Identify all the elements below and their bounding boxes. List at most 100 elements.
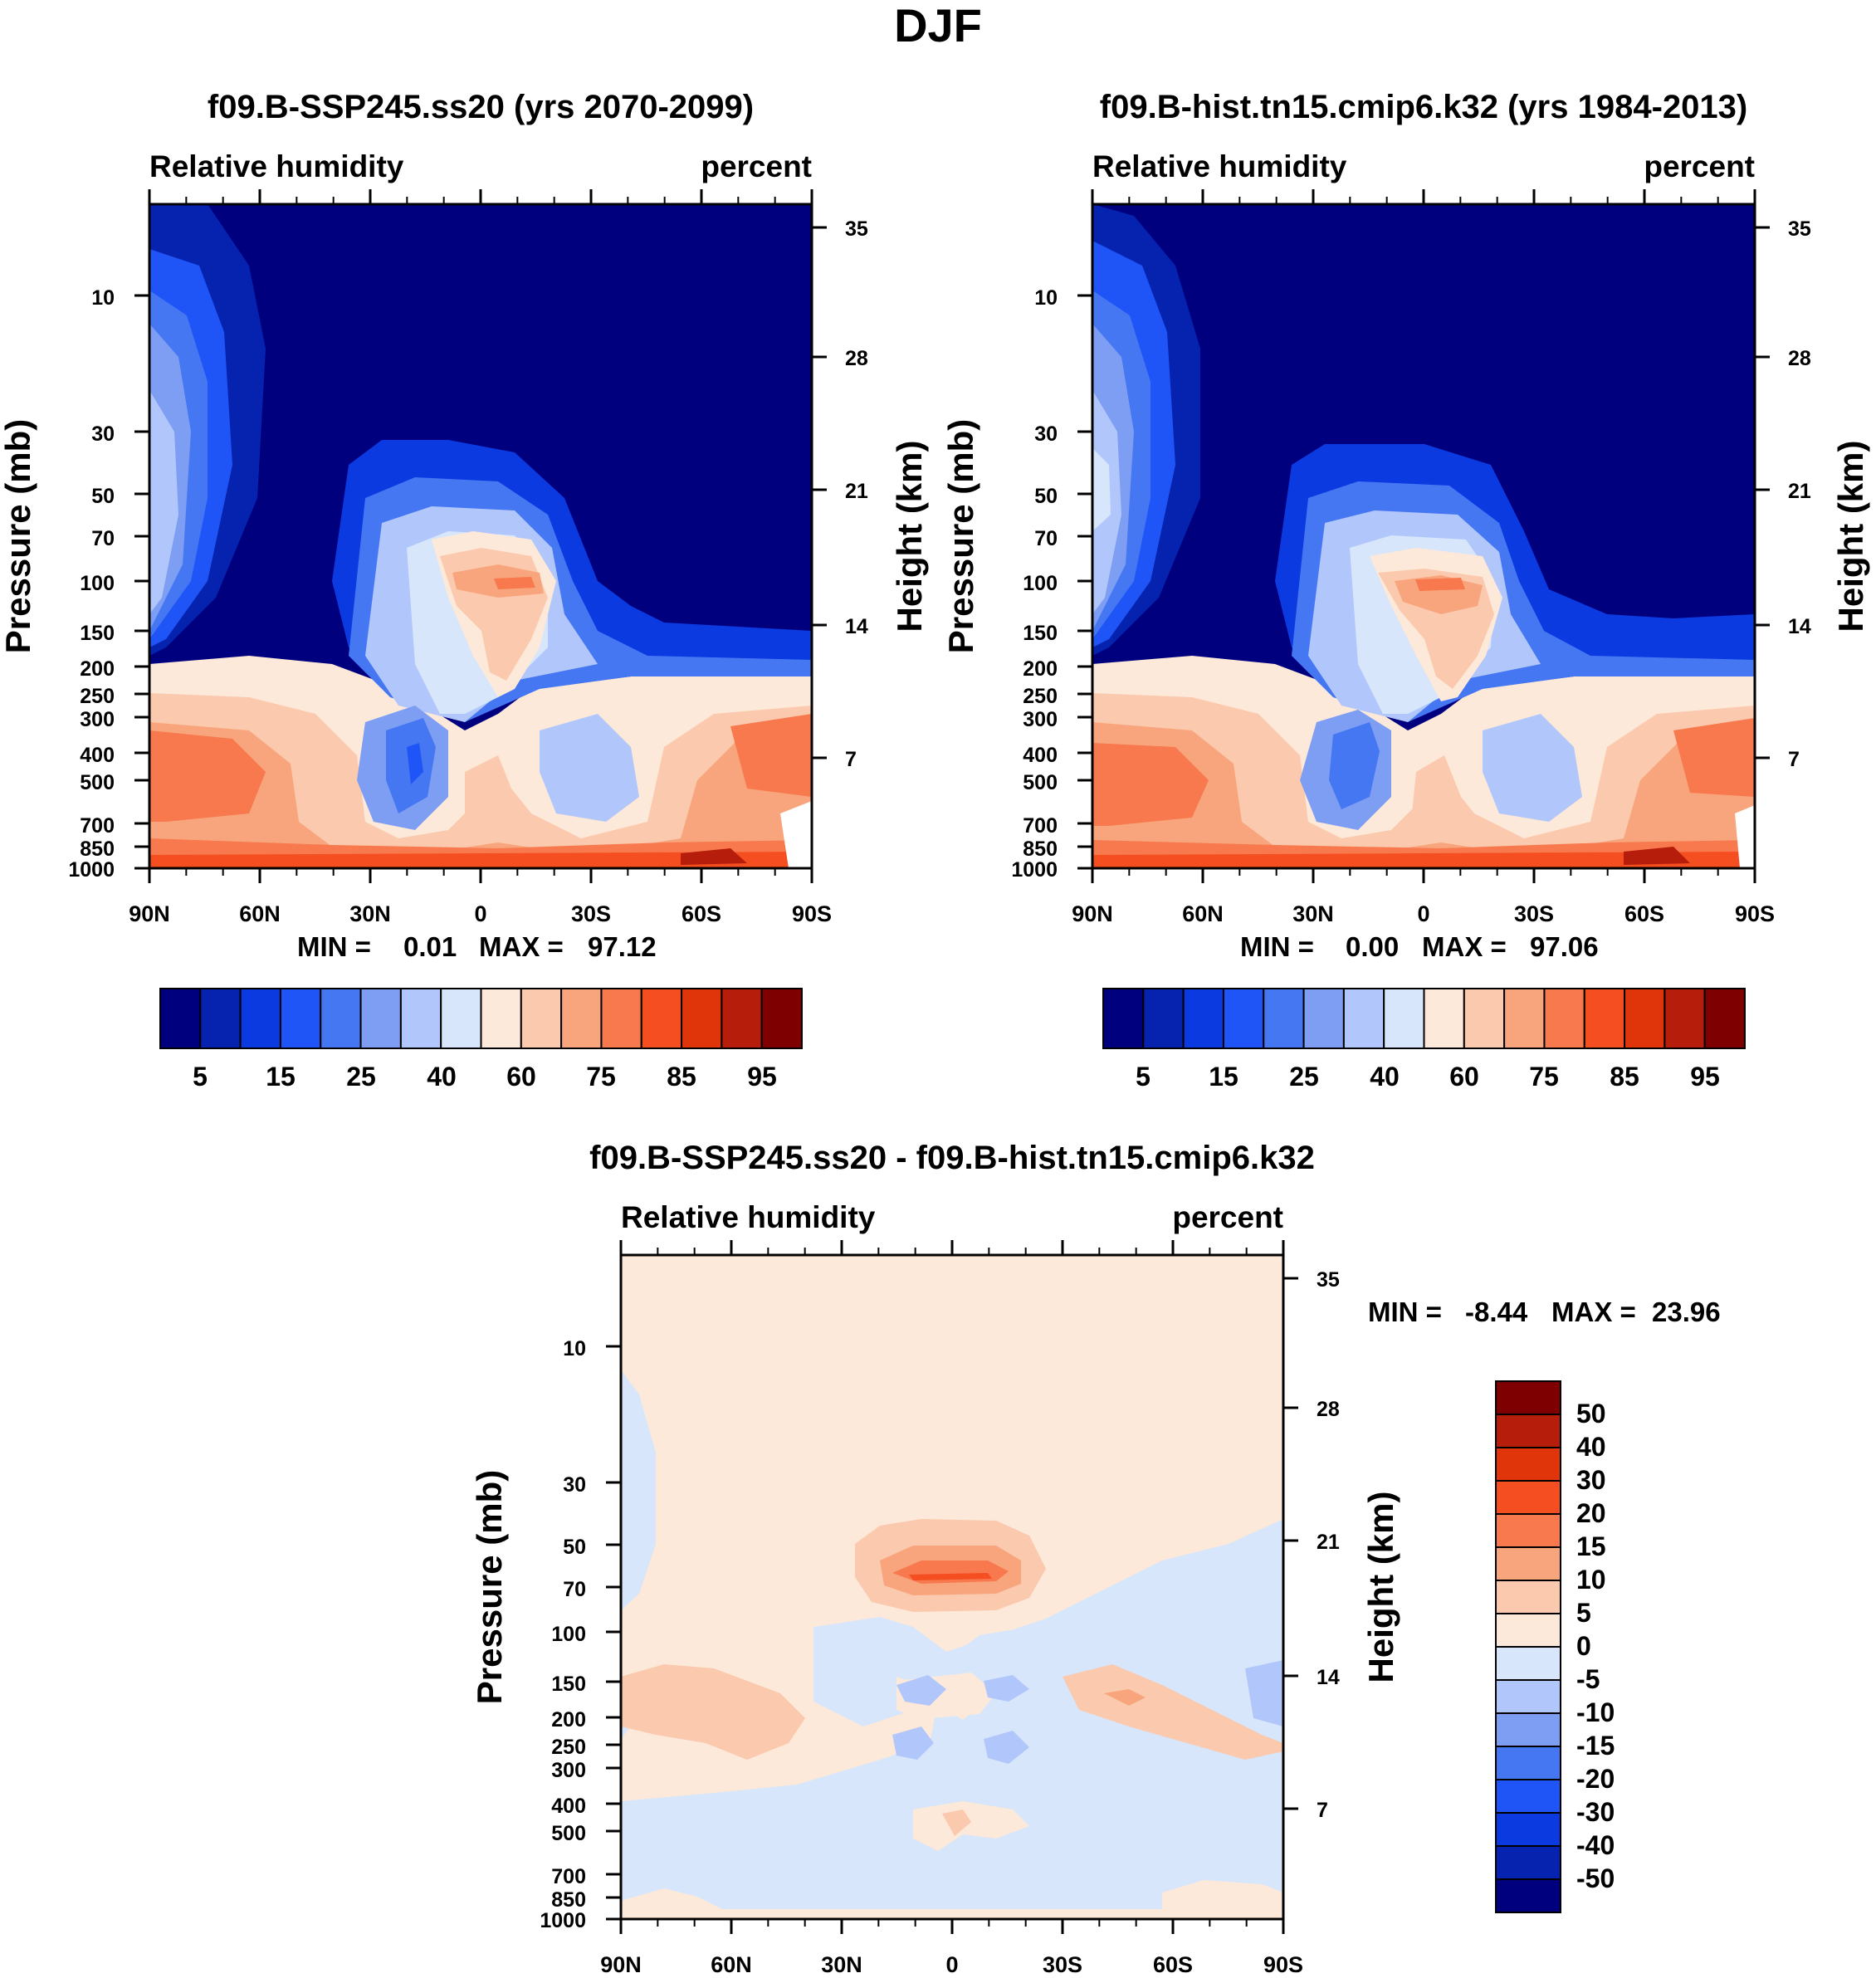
- colorbar-swatch: [1383, 988, 1425, 1049]
- y-tick-30: 30: [563, 1473, 586, 1497]
- colorbar-swatch: [1495, 1380, 1561, 1415]
- height-tick-7: 7: [1788, 748, 1800, 771]
- y-tick-500: 500: [551, 1822, 586, 1845]
- colorbar-swatch: [1583, 988, 1626, 1049]
- y-tick-300: 300: [551, 1759, 586, 1782]
- y-tick-70: 70: [1034, 527, 1058, 550]
- colorbar-swatch: [1703, 988, 1746, 1049]
- colorbar-swatch: [1495, 1779, 1561, 1814]
- panel-historical-y-tick-labels: 10 30 50 70 100 150 200 250 300 400 500 …: [1011, 286, 1058, 882]
- colorbar-label: 40: [1576, 1432, 1606, 1462]
- stat-min-label: MIN =: [1368, 1297, 1442, 1327]
- stat-max-label: MAX =: [1422, 931, 1507, 962]
- y-tick-850: 850: [1023, 838, 1058, 861]
- x-tick-30n: 30N: [821, 1952, 862, 1977]
- colorbar-swatch: [440, 988, 482, 1049]
- y-tick-200: 200: [80, 657, 115, 681]
- y-tick-250: 250: [1023, 685, 1058, 708]
- height-tick-35: 35: [1788, 217, 1811, 241]
- y-tick-100: 100: [1023, 572, 1058, 595]
- colorbar-swatch: [1495, 1646, 1561, 1681]
- colorbar-label: -40: [1576, 1830, 1615, 1860]
- y-tick-30: 30: [1034, 422, 1058, 446]
- colorbar-swatch: [199, 988, 242, 1049]
- colorbar-swatch: [1495, 1480, 1561, 1515]
- colorbar-label: 40: [1370, 1062, 1400, 1092]
- x-tick-60s: 60S: [682, 901, 721, 926]
- panel-difference-x-tick-labels: 90N 60N 30N 0 30S 60S 90S: [600, 1952, 1303, 1977]
- height-tick-28: 28: [1788, 347, 1811, 370]
- colorbar-label: -5: [1576, 1664, 1600, 1694]
- panel-historical-variable-label: Relative humidity: [1092, 149, 1347, 183]
- colorbar-label: -15: [1576, 1731, 1615, 1761]
- colorbar-label: 95: [747, 1062, 777, 1092]
- panel-historical: f09.B-hist.tn15.cmip6.k32 (yrs 1984-2013…: [941, 89, 1870, 1092]
- colorbar-swatch: [520, 988, 563, 1049]
- height-tick-21: 21: [845, 480, 868, 503]
- colorbar-swatch: [640, 988, 683, 1049]
- x-tick-30n: 30N: [1292, 901, 1334, 926]
- colorbar-swatch: [1495, 1746, 1561, 1780]
- y-tick-100: 100: [551, 1623, 586, 1646]
- x-tick-90s: 90S: [792, 901, 832, 926]
- colorbar-swatch: [1495, 1513, 1561, 1548]
- panel-difference-colorbar: [1495, 1380, 1561, 1913]
- colorbar-swatch: [159, 988, 202, 1049]
- colorbar-swatch: [1495, 1712, 1561, 1747]
- panel-future-x-tick-labels: 90N 60N 30N 0 30S 60S 90S: [129, 901, 832, 926]
- colorbar-swatch: [1222, 988, 1265, 1049]
- colorbar-label: -50: [1576, 1863, 1615, 1893]
- x-tick-30s: 30S: [1514, 901, 1554, 926]
- height-tick-7: 7: [845, 748, 857, 771]
- stat-max-value: 97.12: [588, 931, 657, 962]
- x-tick-30s: 30S: [571, 901, 611, 926]
- panel-historical-field: [1092, 204, 1755, 868]
- y-tick-200: 200: [1023, 657, 1058, 681]
- panel-future-field: [149, 204, 812, 868]
- height-tick-28: 28: [1317, 1398, 1340, 1421]
- x-tick-90s: 90S: [1735, 901, 1775, 926]
- x-tick-60s: 60S: [1153, 1952, 1193, 1977]
- x-tick-60s: 60S: [1624, 901, 1664, 926]
- panel-historical-colorbar: [1102, 988, 1746, 1049]
- figure-title: DJF: [894, 0, 982, 51]
- stat-min-value: 0.01: [403, 931, 457, 962]
- panel-difference-variable-label: Relative humidity: [621, 1200, 876, 1234]
- y-tick-1000: 1000: [540, 1909, 586, 1932]
- colorbar-swatch: [1495, 1546, 1561, 1581]
- colorbar-label: 15: [266, 1062, 296, 1092]
- panel-historical-x-tick-labels: 90N 60N 30N 0 30S 60S 90S: [1072, 901, 1775, 926]
- y-tick-850: 850: [80, 838, 115, 861]
- y-tick-10: 10: [1034, 286, 1058, 310]
- colorbar-swatch: [1495, 1878, 1561, 1913]
- y-tick-50: 50: [1034, 485, 1058, 508]
- y-tick-400: 400: [551, 1795, 586, 1818]
- colorbar-swatch: [721, 988, 763, 1049]
- colorbar-swatch: [760, 988, 803, 1049]
- panel-difference-y-tick-labels: 10 30 50 70 100 150 200 250 300 400 500 …: [540, 1337, 586, 1932]
- colorbar-label: 15: [1209, 1062, 1238, 1092]
- colorbar-label: 25: [1289, 1062, 1319, 1092]
- panel-difference-height-tick-labels: 35 28 21 14 7: [1317, 1268, 1340, 1822]
- x-tick-60n: 60N: [239, 901, 281, 926]
- stat-max-label: MAX =: [1551, 1297, 1636, 1327]
- colorbar-label: -30: [1576, 1797, 1615, 1827]
- height-tick-14: 14: [1317, 1666, 1340, 1689]
- colorbar-label: 75: [1529, 1062, 1559, 1092]
- colorbar-swatch: [681, 988, 723, 1049]
- y-tick-400: 400: [80, 744, 115, 767]
- y-tick-700: 700: [551, 1865, 586, 1888]
- colorbar-swatch: [1463, 988, 1506, 1049]
- y-tick-500: 500: [1023, 771, 1058, 794]
- panel-future-height-tick-labels: 35 28 21 14 7: [845, 217, 868, 771]
- height-tick-28: 28: [845, 347, 868, 370]
- colorbar-swatch: [1503, 988, 1546, 1049]
- y-tick-10: 10: [91, 286, 115, 310]
- y-tick-100: 100: [80, 572, 115, 595]
- panel-future-stats: MIN = 0.01 MAX = 97.12: [297, 931, 657, 962]
- colorbar-label: 85: [1610, 1062, 1639, 1092]
- colorbar-swatch: [1495, 1447, 1561, 1482]
- x-tick-90n: 90N: [129, 901, 170, 926]
- panel-historical-y-axis-title: Pressure (mb): [941, 419, 980, 653]
- colorbar-swatch: [359, 988, 402, 1049]
